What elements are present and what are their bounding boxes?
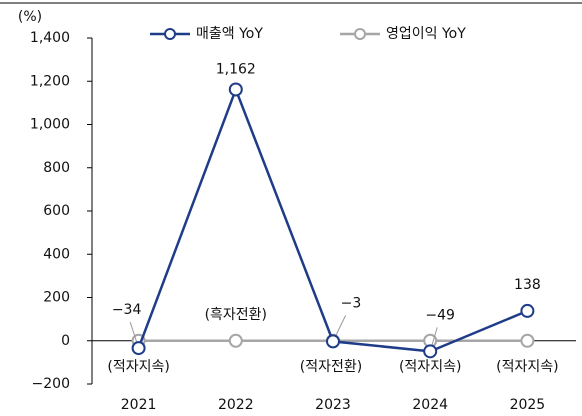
- value-label: −34: [112, 302, 142, 318]
- point: [228, 82, 243, 97]
- value-label: (적자전환): [300, 359, 362, 375]
- y-tick-label: 0: [61, 333, 70, 349]
- value-label: (적자지속): [399, 359, 461, 375]
- y-tick-label: 600: [43, 203, 70, 219]
- value-label: −49: [425, 307, 455, 323]
- legend-marker: [354, 28, 366, 40]
- y-tick-label: 400: [43, 246, 70, 262]
- point: [326, 334, 340, 349]
- x-tick-label: 2024: [412, 397, 448, 413]
- x-tick-label: 2023: [315, 397, 351, 413]
- series-line: [137, 85, 528, 353]
- legend-label: 영업이익 YoY: [386, 26, 466, 42]
- point: [423, 344, 438, 359]
- y-tick-label: 200: [43, 290, 70, 306]
- x-tick-label: 2022: [218, 397, 254, 413]
- y-tick-label: 800: [43, 160, 70, 176]
- y-tick-label: 1,200: [30, 73, 70, 89]
- value-label: (흑자전환): [205, 306, 267, 323]
- legend-marker: [164, 28, 176, 40]
- point: [131, 341, 146, 356]
- y-tick-label: −200: [32, 376, 70, 392]
- value-label: 1,162: [216, 61, 256, 77]
- point: [520, 333, 535, 348]
- y-tick-label: 1,400: [30, 30, 70, 46]
- y-tick-label: 1,000: [30, 117, 70, 133]
- x-tick-label: 2021: [121, 397, 157, 413]
- legend-label: 매출액 YoY: [196, 26, 263, 42]
- y-unit: (%): [18, 9, 42, 25]
- point: [228, 333, 243, 348]
- x-tick-label: 2025: [510, 397, 546, 413]
- value-label: −3: [341, 295, 362, 311]
- value-label: 138: [514, 277, 541, 293]
- point: [520, 303, 535, 318]
- value-label: (적자지속): [107, 359, 169, 375]
- value-label: (적자지속): [496, 359, 558, 375]
